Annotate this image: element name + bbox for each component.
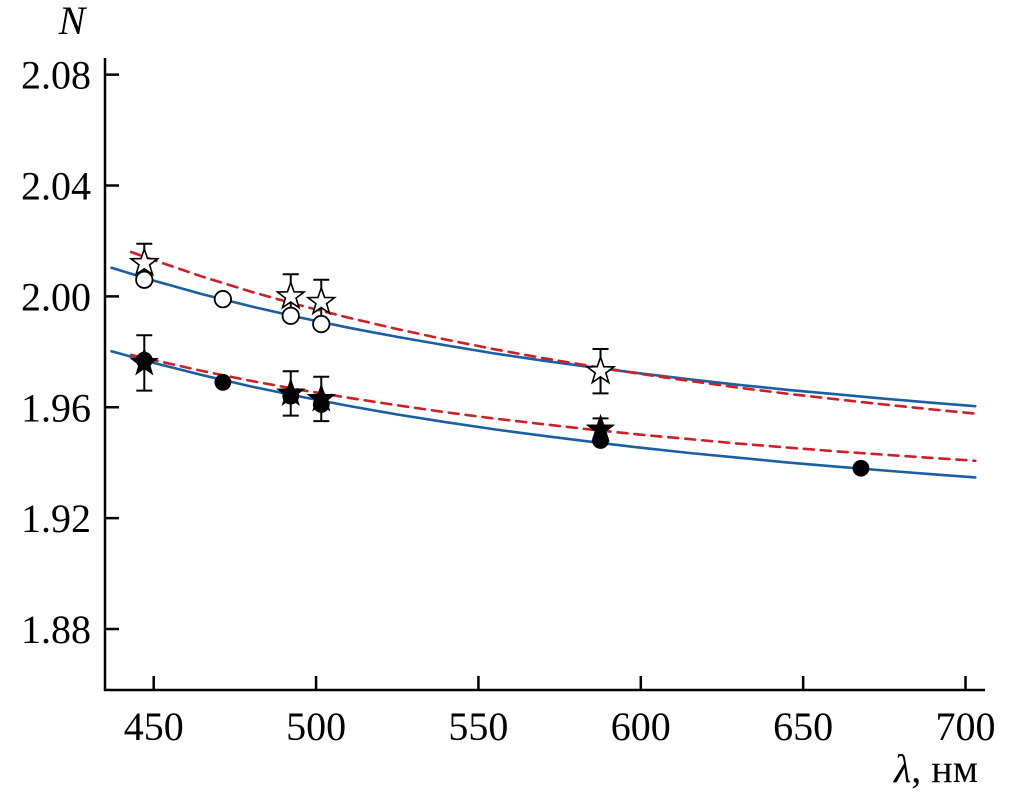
y-tick-label: 2.00 bbox=[21, 274, 91, 319]
filled-circles-marker bbox=[214, 373, 232, 391]
x-tick-label: 650 bbox=[773, 704, 833, 749]
x-tick-label: 550 bbox=[448, 704, 508, 749]
y-tick-label: 1.96 bbox=[21, 385, 91, 430]
filled-circles-marker bbox=[852, 459, 870, 477]
open-circles-marker bbox=[281, 306, 300, 325]
open-stars-marker bbox=[305, 285, 337, 316]
y-tick-label: 1.88 bbox=[21, 607, 91, 652]
open-stars-marker bbox=[128, 246, 160, 277]
filled-stars-marker bbox=[306, 383, 337, 412]
x-tick-label: 600 bbox=[611, 704, 671, 749]
x-tick-label: 700 bbox=[936, 704, 996, 749]
x-axis-title: λ, нм bbox=[893, 746, 978, 791]
x-tick-label: 500 bbox=[286, 704, 346, 749]
open-circles-marker bbox=[213, 290, 232, 309]
open-circles-marker bbox=[135, 270, 154, 289]
y-tick-label: 1.92 bbox=[21, 496, 91, 541]
filled-stars-marker bbox=[275, 377, 306, 406]
fit-upper-dashed bbox=[129, 250, 977, 415]
x-tick-label: 450 bbox=[124, 704, 184, 749]
fit-lower-dashed bbox=[129, 353, 977, 463]
open-stars-marker bbox=[584, 354, 617, 385]
y-axis-title: N bbox=[58, 0, 88, 43]
open-stars-marker bbox=[275, 279, 307, 310]
fit-upper-solid bbox=[110, 266, 977, 408]
y-tick-label: 2.04 bbox=[21, 164, 91, 209]
open-circles-marker bbox=[312, 315, 331, 334]
filled-stars-marker bbox=[129, 347, 160, 376]
y-tick-label: 2.08 bbox=[21, 53, 91, 98]
filled-stars-marker bbox=[585, 413, 616, 442]
fit-lower-solid bbox=[110, 350, 977, 479]
